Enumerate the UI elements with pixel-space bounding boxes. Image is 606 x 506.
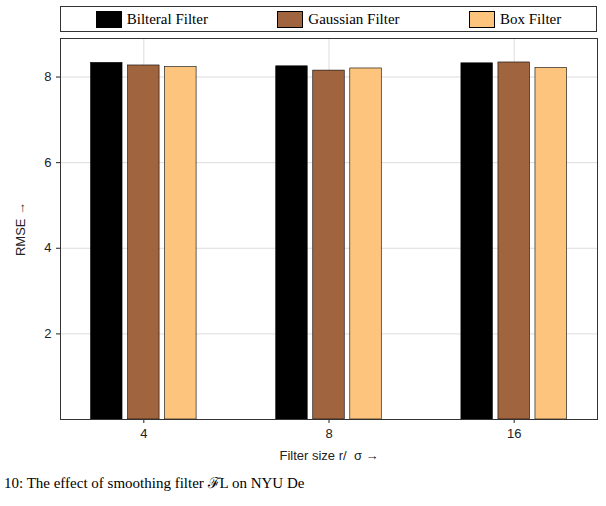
svg-text:Filter size r/ σ →: Filter size r/ σ → xyxy=(279,448,378,463)
svg-text:RMSE →: RMSE → xyxy=(13,202,28,256)
html-text:Bilteral Filter: Bilteral Filter xyxy=(126,10,208,27)
svg-text:4: 4 xyxy=(44,240,51,255)
svg-text:8: 8 xyxy=(325,426,332,441)
html-text:Gaussian Filter: Gaussian Filter xyxy=(308,10,400,27)
svg-text:8: 8 xyxy=(44,69,51,84)
svg-text:6: 6 xyxy=(44,155,51,170)
html-text:10: The effect of smoothing fi: 10: The effect of smoothing filter ℱL on… xyxy=(4,475,305,491)
svg-text:4: 4 xyxy=(140,426,147,441)
svg-text:2: 2 xyxy=(44,326,51,341)
svg-text:16: 16 xyxy=(507,426,521,441)
html-text:Box Filter: Box Filter xyxy=(500,10,562,27)
